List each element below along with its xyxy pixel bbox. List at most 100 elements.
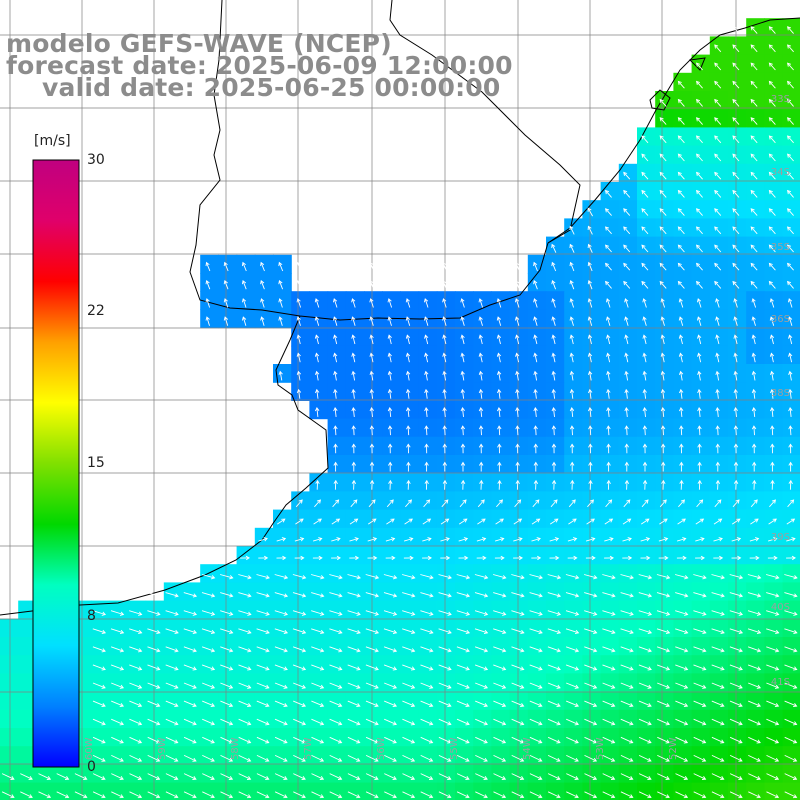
field-cell — [728, 637, 747, 656]
wind-arrow — [492, 574, 507, 580]
field-cell — [291, 746, 310, 765]
field-cell — [655, 127, 674, 147]
wind-arrow — [458, 537, 469, 542]
wind-arrow — [442, 334, 447, 345]
field-cell — [236, 600, 256, 620]
wind-arrow — [147, 664, 161, 671]
field-cell — [163, 746, 183, 765]
wind-arrow — [384, 682, 397, 689]
wind-arrow — [205, 316, 210, 326]
field-cell — [327, 655, 347, 674]
field-cell — [673, 764, 693, 784]
wind-arrow — [241, 279, 247, 290]
field-cell — [127, 746, 147, 765]
wind-arrow — [693, 628, 707, 635]
wind-arrow — [493, 736, 507, 744]
wind-arrow — [351, 479, 357, 490]
wind-arrow — [547, 628, 562, 635]
wind-arrow — [768, 208, 776, 216]
field-cell — [764, 582, 784, 602]
wind-arrow — [220, 628, 234, 635]
wind-arrow — [765, 574, 780, 580]
wind-arrow — [422, 518, 432, 525]
wind-arrow — [529, 700, 543, 708]
field-cell — [709, 254, 729, 274]
wind-arrow — [786, 537, 796, 542]
wind-arrow — [678, 334, 684, 345]
field-cell — [673, 527, 693, 547]
field-cell — [527, 309, 547, 329]
field-cell — [709, 273, 729, 292]
field-cell — [782, 564, 800, 583]
field-cell — [400, 655, 420, 674]
wind-arrow — [365, 791, 379, 799]
field-cell — [564, 564, 583, 583]
field-cell — [345, 527, 365, 547]
field-cell — [145, 655, 165, 674]
field-cell — [655, 527, 674, 547]
field-cell — [600, 655, 620, 674]
wind-arrow — [711, 664, 725, 671]
wind-arrow — [642, 443, 648, 454]
wind-arrow — [460, 388, 465, 399]
wind-arrow — [92, 610, 107, 616]
field-cell — [673, 127, 693, 147]
wind-arrow — [547, 700, 561, 708]
field-cell — [400, 746, 420, 765]
wind-arrow — [420, 664, 434, 671]
field-cell — [582, 254, 602, 274]
wind-arrow — [201, 610, 216, 616]
wind-arrow — [787, 153, 794, 162]
wind-arrow — [547, 682, 561, 689]
wind-arrow — [623, 171, 631, 180]
field-cell — [782, 72, 800, 92]
wind-arrow — [638, 736, 652, 744]
wind-arrow — [784, 610, 798, 616]
field-cell — [273, 746, 292, 765]
wind-arrow — [278, 261, 284, 272]
wind-arrow — [460, 298, 465, 308]
wind-arrow — [533, 407, 538, 417]
field-cell — [491, 527, 511, 547]
wind-arrow — [238, 791, 252, 799]
lat-label: 35S — [771, 242, 790, 253]
wind-arrow — [420, 736, 434, 744]
field-cell — [200, 673, 219, 693]
field-cell — [764, 72, 784, 92]
wind-arrow — [769, 388, 775, 399]
wind-arrow — [420, 610, 434, 616]
wind-arrow — [602, 791, 616, 799]
field-cell — [382, 746, 401, 765]
wind-arrow — [769, 407, 775, 417]
field-cell — [782, 273, 800, 292]
wind-arrow — [784, 682, 798, 689]
field-cell — [782, 618, 800, 638]
field-cell — [527, 546, 547, 565]
wind-arrow — [675, 736, 689, 744]
colorbar-tick-8: 8 — [87, 608, 96, 624]
wind-arrow — [551, 479, 557, 490]
wind-arrow — [493, 700, 507, 708]
field-cell — [728, 618, 747, 638]
wind-arrow — [659, 153, 667, 162]
field-cell — [491, 364, 511, 383]
wind-arrow — [423, 279, 429, 290]
wind-arrow — [296, 370, 302, 381]
field-cell — [473, 764, 492, 784]
wind-arrow — [365, 736, 379, 744]
wind-arrow — [656, 610, 671, 616]
wind-arrow — [641, 153, 649, 162]
field-cell — [546, 637, 565, 656]
field-cell — [746, 673, 765, 693]
wind-arrow — [767, 555, 778, 561]
wind-arrow — [565, 646, 580, 653]
wind-arrow — [751, 352, 756, 363]
field-cell — [618, 582, 638, 602]
wind-arrow — [766, 664, 780, 671]
wind-arrow — [460, 334, 465, 345]
wind-arrow — [129, 682, 143, 689]
field-cell — [364, 527, 383, 547]
field-cell — [345, 345, 365, 365]
wind-arrow — [605, 262, 612, 271]
field-cell — [691, 618, 711, 638]
